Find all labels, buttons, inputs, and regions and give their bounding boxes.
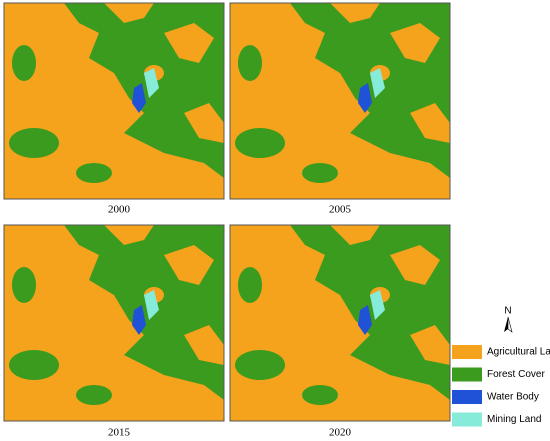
panel-label: 2005: [329, 204, 352, 216]
panel-label: 2015: [108, 427, 131, 439]
legend-swatch: [452, 367, 482, 382]
north-label: N: [504, 306, 511, 317]
map-panel: [3, 2, 225, 200]
panel-label: 2020: [329, 427, 352, 439]
north-arrow: N: [504, 306, 513, 333]
legend-label: Forest Cover: [487, 369, 545, 380]
legend-label: Mining Land: [487, 414, 541, 425]
legend-swatch: [452, 412, 482, 427]
map-panel: [229, 2, 451, 200]
legend-swatch: [452, 390, 482, 404]
map-panel: [229, 224, 451, 422]
legend-swatch: [452, 345, 482, 359]
panel-label: 2000: [108, 204, 131, 216]
legend: Agricultural Land Forest Cover Water Body M…: [452, 345, 550, 427]
map-panel: [3, 224, 225, 422]
legend-label: Water Body: [487, 392, 539, 403]
legend-label: Agricultural Land: [487, 347, 550, 358]
